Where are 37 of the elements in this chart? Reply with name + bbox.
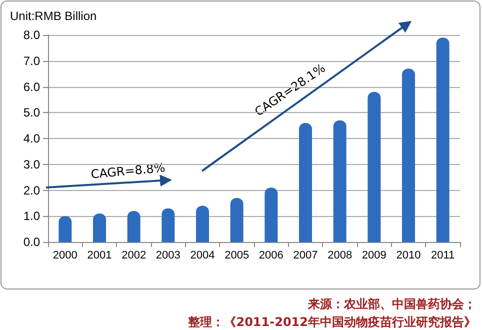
bar [299,122,312,242]
text: 整理：《2011-2012年中国动物疫苗行业研究报告》 [187,315,476,329]
x-tick-label: 2005 [224,250,250,262]
y-axis-title: Unit:RMB Billion [10,9,97,23]
y-tick-label: 4.0 [23,132,40,146]
bar [436,38,450,242]
bar [368,92,381,242]
x-tick-label: 2009 [362,250,386,262]
source-note: 来源：农业部、中国兽药协会； [307,297,476,311]
annotation: CAGR=8.8% [90,160,166,182]
x-tick-label: 2008 [328,250,352,262]
bar [93,214,106,242]
bar [402,68,415,242]
x-tick-label: 2010 [396,250,421,262]
bar [162,208,175,242]
bar [58,216,72,242]
y-tick-label: 7.0 [23,54,40,68]
y-tick-label: 6.0 [23,80,40,94]
y-tick-label: 2.0 [23,183,40,198]
bar [264,188,278,242]
bar [333,120,346,242]
x-tick-label: 2000 [52,250,78,262]
bar [196,206,209,242]
bar [127,210,140,242]
y-tick-label: 3.0 [23,157,40,172]
y-tick-label: 1.0 [23,209,40,224]
x-tick-label: 2004 [190,250,215,262]
x-tick-label: 2001 [87,250,112,262]
bar [230,198,244,242]
x-tick-label: 2011 [431,250,455,262]
y-tick-label: 8.0 [23,28,40,42]
x-tick-label: 2006 [258,250,284,262]
y-tick-label: 5.0 [23,106,40,120]
y-tick-label: 0.0 [23,235,40,249]
x-tick-label: 2007 [293,250,318,262]
x-tick-label: 2003 [156,250,180,262]
x-tick-label: 2002 [122,250,146,262]
